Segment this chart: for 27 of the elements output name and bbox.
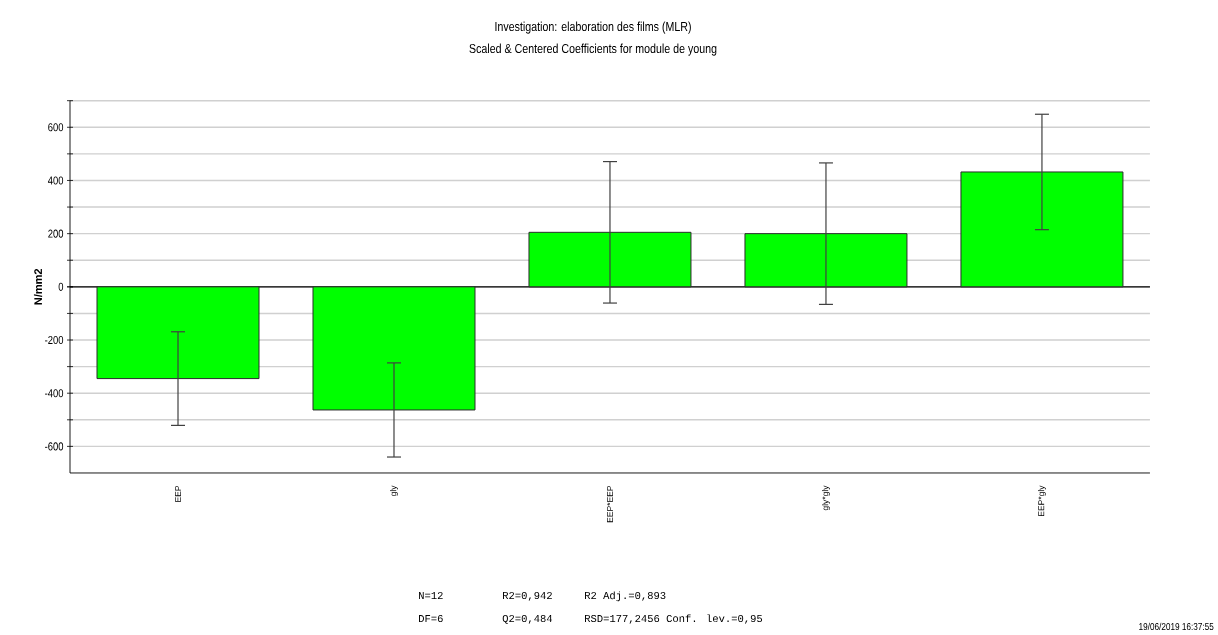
chart-title: Investigation: elaboration des films (MLR) [495, 21, 691, 34]
x-tick-label: gly*gly [822, 485, 830, 511]
x-tick-label: EEP*gly [1038, 485, 1046, 516]
text: DF=6 [419, 614, 443, 623]
y-tick-label: -400 [45, 389, 64, 398]
chart-subtitle: Scaled & Centered Coefficients for module de young [469, 43, 717, 56]
bar [528, 231, 692, 288]
bar [960, 171, 1124, 288]
y-tick-label: 400 [47, 176, 64, 185]
bar [96, 286, 260, 380]
text: RSD=177,2456 Conf. lev.=0,95 [585, 614, 763, 624]
text: N=12 [419, 591, 443, 599]
bar [744, 233, 908, 288]
y-tick-label: 200 [48, 229, 64, 238]
y-axis-title: N/mm2 [33, 268, 43, 305]
bar [312, 286, 476, 411]
text: Q2=0,484 [502, 614, 553, 624]
x-tick-label: EEP [175, 485, 181, 502]
text: 19/06/2019 16:37:55 [1139, 622, 1214, 631]
text: R2 Adj.=0,893 [585, 591, 666, 602]
y-tick-label: 0 [58, 282, 64, 291]
text: R2=0,942 [503, 591, 552, 601]
x-tick-label: EEP*EEP [607, 485, 613, 523]
x-tick-label: gly [390, 485, 398, 497]
y-tick-label: -200 [45, 335, 64, 345]
y-tick-label: -600 [45, 442, 64, 451]
y-tick-label: 600 [48, 123, 64, 132]
